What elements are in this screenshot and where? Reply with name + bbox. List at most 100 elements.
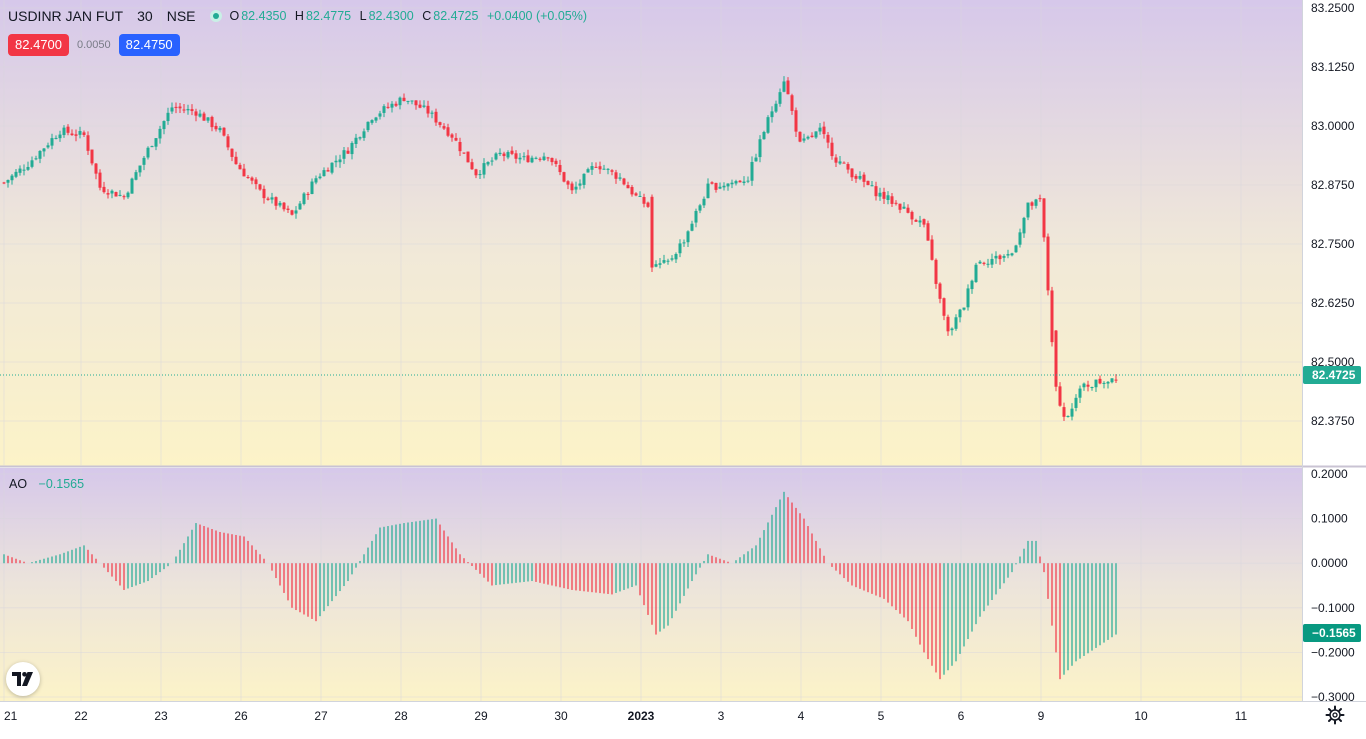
- candle-body: [998, 255, 1002, 260]
- candle-body: [950, 328, 954, 331]
- candle-body: [378, 113, 382, 117]
- candle-body: [14, 171, 18, 177]
- candle-body: [862, 174, 866, 182]
- candle-body: [794, 110, 798, 132]
- candle-body: [138, 165, 142, 173]
- candle-body: [86, 135, 90, 151]
- symbol-exchange[interactable]: NSE: [166, 8, 196, 24]
- candle-body: [394, 103, 398, 106]
- time-tick-label: 28: [394, 709, 408, 723]
- candle-body: [858, 176, 862, 179]
- candle-body: [486, 162, 490, 165]
- candle-body: [522, 156, 526, 158]
- candle-body: [738, 180, 742, 183]
- candle-body: [782, 81, 786, 92]
- symbol-legend[interactable]: USDINR JAN FUT 30 NSE O 82.4350 H 82.4775 …: [8, 8, 589, 24]
- candle-body: [186, 108, 190, 111]
- candle-body: [42, 148, 46, 152]
- time-tick-label: 30: [554, 709, 568, 723]
- candle-body: [754, 157, 758, 162]
- candle-body: [974, 264, 978, 283]
- candle-body: [618, 177, 622, 179]
- candle-body: [318, 176, 322, 179]
- candle-body: [178, 106, 182, 109]
- candle-body: [882, 191, 886, 199]
- candle-body: [350, 142, 354, 155]
- candle-body: [238, 164, 242, 170]
- candle-body: [230, 148, 234, 157]
- candle-body: [250, 177, 254, 181]
- candle-body: [666, 260, 670, 262]
- candle-body: [298, 203, 302, 210]
- candle-body: [1058, 386, 1062, 406]
- candle-body: [302, 193, 306, 204]
- axes: 83.2500 83.1250 83.0000 82.8750 82.7500 82.62…: [4, 1, 1361, 723]
- ao-tick-label: 0.0000: [1311, 556, 1348, 570]
- candle-body: [942, 298, 946, 316]
- candle-body: [742, 181, 746, 183]
- candle-body: [570, 183, 574, 191]
- gear-icon[interactable]: [1325, 705, 1345, 725]
- candle-body: [282, 202, 286, 210]
- candle-body: [610, 170, 614, 172]
- candle-body: [582, 173, 586, 185]
- candle-body: [654, 264, 658, 267]
- candle-body: [478, 174, 482, 176]
- candle-body: [658, 263, 662, 265]
- candle-body: [18, 168, 22, 173]
- candle-body: [1098, 378, 1102, 384]
- candle-body: [234, 156, 238, 165]
- symbol-name[interactable]: USDINR JAN FUT: [8, 8, 124, 24]
- candle-body: [1086, 384, 1090, 387]
- candle-body: [970, 280, 974, 290]
- price-tick-label: 83.0000: [1311, 119, 1355, 133]
- candle-body: [434, 111, 438, 123]
- candle-body: [406, 100, 410, 102]
- time-tick-label: 29: [474, 709, 488, 723]
- time-tick-label: 5: [878, 709, 885, 723]
- symbol-interval[interactable]: 30: [137, 8, 153, 24]
- candle-body: [566, 181, 570, 185]
- candle-body: [166, 112, 170, 122]
- high-value: 82.4775: [305, 9, 352, 23]
- time-tick-label: 27: [314, 709, 328, 723]
- candle-body: [366, 121, 370, 131]
- candle-body: [706, 183, 710, 199]
- candle-body: [846, 164, 850, 170]
- candle-body: [926, 223, 930, 241]
- candle-body: [58, 134, 62, 139]
- candle-body: [642, 197, 646, 204]
- candle-body: [34, 158, 38, 160]
- candle-body: [614, 172, 618, 179]
- tradingview-logo-icon[interactable]: [6, 662, 40, 696]
- candle-body: [990, 258, 994, 265]
- candle-body: [438, 122, 442, 125]
- candle-body: [978, 261, 982, 264]
- ao-legend[interactable]: AO −0.1565: [9, 477, 84, 491]
- market-open-dot-icon[interactable]: [209, 10, 222, 22]
- candle-body: [578, 183, 582, 186]
- candle-body: [458, 141, 462, 152]
- candle-body: [902, 206, 906, 209]
- candle-body: [326, 170, 330, 172]
- candle-body: [722, 185, 726, 188]
- candle-body: [650, 196, 654, 268]
- candle-body: [1042, 198, 1046, 238]
- candle-body: [594, 166, 598, 168]
- candle-body: [1010, 253, 1014, 256]
- candle-body: [1110, 378, 1114, 383]
- candle-body: [750, 161, 754, 181]
- spread-value: 0.0050: [77, 39, 111, 51]
- buy-button[interactable]: 82.4750: [118, 34, 180, 56]
- ao-tick-label: 0.2000: [1311, 467, 1348, 481]
- candle-body: [118, 194, 122, 196]
- sell-button[interactable]: 82.4700: [8, 34, 69, 56]
- candle-body: [246, 176, 250, 178]
- candle-body: [62, 127, 66, 136]
- candle-body: [262, 188, 266, 199]
- ao-title[interactable]: AO: [9, 477, 28, 491]
- candle-body: [226, 136, 230, 148]
- candle-body: [122, 196, 126, 198]
